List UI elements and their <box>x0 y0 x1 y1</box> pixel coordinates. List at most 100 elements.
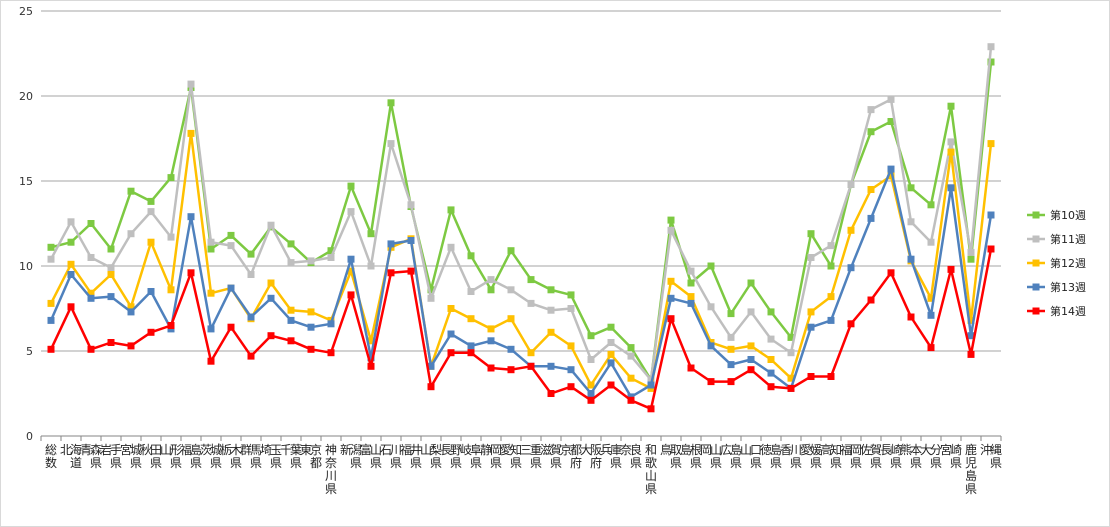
data-point <box>347 208 355 216</box>
data-point <box>207 289 215 297</box>
legend-item: 第11週 <box>1027 232 1086 246</box>
x-tick-char: 県 <box>210 456 222 470</box>
data-point <box>547 390 555 397</box>
x-tick-char: 川 <box>390 443 402 457</box>
x-tick-char: 道 <box>70 456 82 470</box>
data-point <box>587 396 595 404</box>
data-point <box>867 128 875 136</box>
x-tick-char: 千 <box>280 443 292 457</box>
data-point <box>127 303 135 311</box>
x-tick-char: 賀 <box>870 443 882 457</box>
data-point <box>487 286 495 294</box>
data-point <box>627 344 635 352</box>
data-point <box>67 271 75 278</box>
x-tick-char: 口 <box>750 443 762 457</box>
x-tick-char: 県 <box>670 456 682 470</box>
x-tick-char: 県 <box>730 456 742 470</box>
data-point <box>287 259 295 267</box>
data-point <box>287 240 295 248</box>
x-tick-char: 京 <box>560 443 572 457</box>
x-tick-char: 県 <box>950 456 962 470</box>
legend-label: 第14週 <box>1050 304 1086 318</box>
data-point <box>867 106 875 114</box>
x-tick-char: 県 <box>890 456 902 470</box>
data-point <box>607 323 615 331</box>
data-point <box>887 95 895 103</box>
data-point <box>727 345 735 353</box>
data-point <box>167 174 175 182</box>
legend-label: 第13週 <box>1050 280 1086 294</box>
data-point <box>527 299 535 307</box>
data-point <box>947 265 955 273</box>
x-tick-char: 福 <box>840 442 852 457</box>
data-point <box>687 364 695 372</box>
data-point <box>667 277 675 285</box>
data-point <box>547 286 555 294</box>
data-point <box>247 352 255 360</box>
x-tick-label: 鳥取県鳥取県 <box>660 442 682 470</box>
data-point <box>47 316 55 324</box>
data-point <box>367 230 375 238</box>
series-lines <box>47 43 995 413</box>
x-tick-label: 群馬県群馬県 <box>240 443 262 470</box>
data-point <box>327 247 335 255</box>
data-point <box>547 328 555 336</box>
data-point <box>587 390 595 397</box>
x-tick-label: 熊本県熊本県 <box>900 442 922 470</box>
data-point <box>987 211 995 219</box>
x-tick-label: 秋田県秋田県 <box>140 443 162 470</box>
data-point <box>47 243 55 251</box>
x-tick-char: 葉 <box>290 443 302 457</box>
data-point <box>407 237 415 244</box>
x-tick-char: 取 <box>670 443 682 457</box>
x-tick-char: 県 <box>710 456 722 470</box>
series-2 <box>47 43 995 384</box>
data-point <box>267 221 275 229</box>
x-tick-char: 県 <box>90 456 102 470</box>
x-tick-label: 長野県長野県 <box>440 443 462 470</box>
data-point <box>607 359 615 367</box>
x-tick-char: 田 <box>150 443 162 457</box>
x-tick-char: 奈 <box>325 456 337 470</box>
x-tick-char: 山 <box>370 443 382 457</box>
x-tick-char: 県 <box>170 456 182 470</box>
x-tick-label: 福井県福井県 <box>400 442 422 470</box>
legend-marker <box>1032 211 1040 219</box>
data-point <box>627 352 635 360</box>
data-point <box>367 337 375 345</box>
data-point <box>387 140 395 148</box>
x-tick-label: 宮崎県宮崎県 <box>940 442 962 470</box>
data-point <box>627 374 635 382</box>
data-point <box>827 262 835 270</box>
data-point <box>887 269 895 277</box>
x-tick-char: 児 <box>965 456 977 470</box>
x-tick-char: 県 <box>250 456 262 470</box>
data-point <box>807 323 815 331</box>
data-point <box>827 293 835 301</box>
data-point <box>467 349 475 357</box>
data-point <box>987 43 995 51</box>
data-point <box>447 349 455 357</box>
data-point <box>167 322 175 329</box>
data-point <box>207 357 215 365</box>
data-point <box>507 247 515 255</box>
data-point <box>667 315 675 323</box>
data-point <box>367 354 375 362</box>
data-point <box>867 214 875 222</box>
x-tick-label: 山形県山形県 <box>160 443 182 470</box>
x-tick-label: 北海道北海道 <box>60 442 82 470</box>
x-tick-char: 岡 <box>850 443 862 457</box>
x-tick-char: 手 <box>110 443 122 457</box>
data-point <box>827 373 835 380</box>
x-tick-char: 宮 <box>120 442 132 457</box>
data-point <box>467 342 475 350</box>
data-point <box>67 238 75 246</box>
x-tick-char: 県 <box>870 456 882 470</box>
x-tick-char: 栃 <box>220 443 232 457</box>
data-point <box>387 269 395 277</box>
data-point <box>407 201 415 209</box>
x-tick-char: 島 <box>730 442 742 457</box>
x-tick-char: 木 <box>230 443 242 457</box>
x-tick-char: 徳 <box>760 442 772 457</box>
